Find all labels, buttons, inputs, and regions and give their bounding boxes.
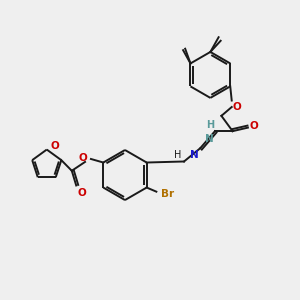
Text: O: O: [50, 141, 59, 151]
Text: H: H: [174, 150, 182, 160]
Text: O: O: [77, 188, 86, 198]
Text: O: O: [233, 102, 242, 112]
Text: O: O: [250, 122, 258, 131]
Text: O: O: [78, 153, 87, 163]
Text: H: H: [206, 120, 214, 130]
Text: Br: Br: [161, 189, 174, 199]
Text: N: N: [190, 150, 199, 160]
Text: N: N: [205, 134, 214, 143]
